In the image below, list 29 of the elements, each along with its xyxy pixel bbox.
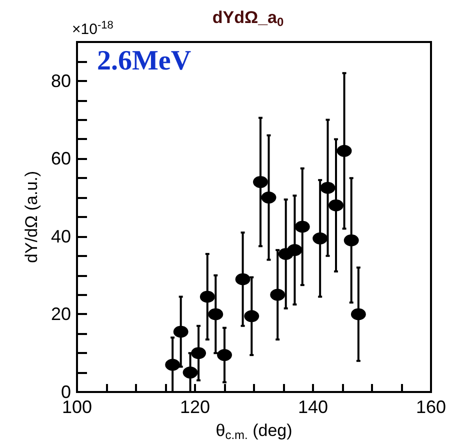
point <box>312 232 328 244</box>
y-axis-title: dY/dΩ (a.u.) <box>22 170 42 264</box>
point <box>165 358 180 371</box>
y-tick-label: 80 <box>50 70 71 91</box>
x-tick-label: 120 <box>180 397 210 417</box>
annotation: 2.6MeV <box>97 46 192 76</box>
point <box>173 326 188 338</box>
point <box>191 347 206 360</box>
point <box>287 244 302 256</box>
y-tick-label: 60 <box>50 148 71 169</box>
y-tick-label: 20 <box>50 304 71 324</box>
point <box>261 192 276 204</box>
x-tick-label: 160 <box>416 397 446 417</box>
point <box>294 220 310 233</box>
point <box>244 310 260 322</box>
point <box>208 308 224 320</box>
x-tick-label: 140 <box>298 397 328 417</box>
point <box>217 349 232 362</box>
point <box>328 199 344 212</box>
point <box>350 308 366 320</box>
point <box>182 366 198 379</box>
point <box>270 288 286 301</box>
point <box>235 273 250 286</box>
point <box>200 290 215 303</box>
point <box>320 182 336 194</box>
point <box>253 176 268 188</box>
y-tick-label: 40 <box>50 226 71 246</box>
point <box>336 144 352 157</box>
point <box>344 234 359 246</box>
